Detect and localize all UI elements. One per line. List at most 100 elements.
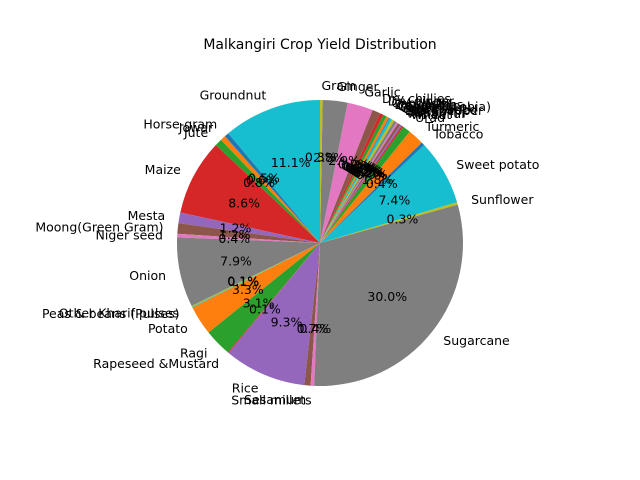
slice-percent-label: 3.3% xyxy=(232,282,264,297)
slice-label: Cabbage xyxy=(391,95,447,110)
pie-slice xyxy=(228,100,320,243)
pie-slice xyxy=(180,145,320,243)
slice-label: Castor seed xyxy=(403,102,477,117)
slice-label: Mesta xyxy=(128,208,166,223)
slice-label: Sweet potato xyxy=(456,157,539,172)
slice-percent-label: 0.3% xyxy=(347,161,379,176)
slice-label: Blackpepper xyxy=(405,103,484,118)
pie-slice xyxy=(320,100,348,243)
slice-percent-label: 3.1% xyxy=(243,295,275,310)
pie-slice xyxy=(320,131,422,243)
slice-percent-label: 0.1% xyxy=(227,274,259,289)
pie-slices xyxy=(176,100,463,386)
pie-slice xyxy=(320,114,387,243)
pie-slice xyxy=(192,243,320,308)
pie-slice xyxy=(320,125,404,243)
slice-label: Sunflower xyxy=(471,192,534,207)
slice-label: Dry chillies xyxy=(382,91,451,106)
pie-slice xyxy=(177,233,320,243)
pie-slice xyxy=(320,123,401,243)
pie-slice xyxy=(208,243,320,353)
slice-percent-label: 0.2% xyxy=(351,163,383,178)
slice-percent-label: 0.3% xyxy=(348,162,380,177)
slice-label: Dry chillies xyxy=(394,97,463,112)
slice-label: Garlic xyxy=(364,85,400,100)
slice-percent-label: 0.9% xyxy=(338,157,370,172)
slice-label: Arhar/Tur xyxy=(409,106,467,121)
slice-percent-label: 0.5% xyxy=(248,171,280,186)
slice-percent-label: 0.2% xyxy=(354,165,386,180)
slice-percent-label: 0.3% xyxy=(345,160,377,175)
slice-percent-label: 0.4% xyxy=(341,158,373,173)
slice-label: Cotton(lint) xyxy=(400,100,471,115)
slice-percent-label: 7.9% xyxy=(220,253,252,268)
slice-label: Coriander xyxy=(396,98,458,113)
pie-slice xyxy=(320,113,384,243)
slice-percent-label: 0.4% xyxy=(343,159,375,174)
slice-label: Potato xyxy=(148,321,188,336)
pie-slice xyxy=(320,120,397,243)
slice-percent-label: 1.8% xyxy=(362,172,394,187)
pie-slice xyxy=(304,243,320,386)
slice-percent-label: 0.4% xyxy=(366,176,398,191)
pie-slice xyxy=(177,223,320,243)
slice-percent-label: 0.3% xyxy=(387,212,419,227)
slice-label: Ginger xyxy=(337,79,380,94)
pie-slice xyxy=(191,243,320,307)
slice-percent-label: 0.3% xyxy=(349,163,381,178)
pie-slice xyxy=(320,202,458,243)
slice-percent-label: 1.2% xyxy=(220,220,252,235)
slice-percent-label: 0.1% xyxy=(346,160,378,175)
slice-label: Urad xyxy=(415,110,445,125)
pie-slice xyxy=(215,139,320,243)
pie-slice xyxy=(320,119,395,243)
slice-label: Wheat xyxy=(411,107,452,122)
slice-label: Sesamum xyxy=(244,392,306,407)
slice-label: Moong(Green Gram) xyxy=(35,219,163,234)
slice-percent-label: 0.4% xyxy=(300,321,332,336)
chart-title: Malkangiri Crop Yield Distribution xyxy=(203,37,436,53)
slice-label: Peas & beans (Pulses) xyxy=(42,306,180,321)
slice-label: Small millets xyxy=(231,393,311,408)
slice-label: Cowpea(Lobia) xyxy=(398,99,491,114)
pie-slice xyxy=(192,243,320,333)
slice-label: Other Kharif pulses xyxy=(59,305,179,320)
slice-percent-label: 30.0% xyxy=(367,289,407,304)
slice-label: Maize xyxy=(145,162,181,177)
pie-slice xyxy=(320,102,373,243)
slice-percent-label: 0.7% xyxy=(297,321,329,336)
pie-slice xyxy=(220,136,320,243)
slice-percent-label: 11.1% xyxy=(271,155,311,170)
pie-slice xyxy=(178,212,320,243)
slice-percent-label: 0.3% xyxy=(305,150,337,165)
pie-slice xyxy=(320,126,410,243)
slice-percent-label: 2.8% xyxy=(313,150,345,165)
pie-slice xyxy=(320,118,392,243)
slice-percent-label: 0.6% xyxy=(246,173,278,188)
slice-label: Groundnut xyxy=(200,88,267,103)
slice-percent-label: 0.8% xyxy=(243,175,275,190)
slice-label: Tobacco xyxy=(432,126,483,141)
slice-label: Horse-gram xyxy=(143,116,217,131)
slice-label: Sugarcane xyxy=(443,333,510,348)
slice-label: Rapeseed &Mustard xyxy=(93,356,219,371)
pie-slice xyxy=(320,142,425,243)
slice-label: Jowar xyxy=(178,120,214,135)
pie-slice xyxy=(320,122,399,243)
slice-percent-label: 0.4% xyxy=(218,231,250,246)
pie-labels: Groundnut 11.1% Horse-gram 0.5% Jowar 0.6% Jut… xyxy=(35,78,539,407)
pie-slice xyxy=(314,204,463,386)
pie-slice xyxy=(320,145,458,243)
slice-percent-label: 0.3% xyxy=(352,164,384,179)
slice-label: Dry ginger xyxy=(388,94,455,109)
pie-slice xyxy=(320,100,323,243)
pie-slice xyxy=(227,243,320,353)
slice-label: Turmeric xyxy=(424,119,479,134)
slice-percent-label: 0.1% xyxy=(249,301,281,316)
slice-label: Jute xyxy=(183,125,209,140)
slice-percent-label: 0.1% xyxy=(227,274,259,289)
pie-slice xyxy=(310,243,320,386)
slice-percent-label: 7.4% xyxy=(378,193,410,208)
slice-percent-label: 0.2% xyxy=(353,165,385,180)
